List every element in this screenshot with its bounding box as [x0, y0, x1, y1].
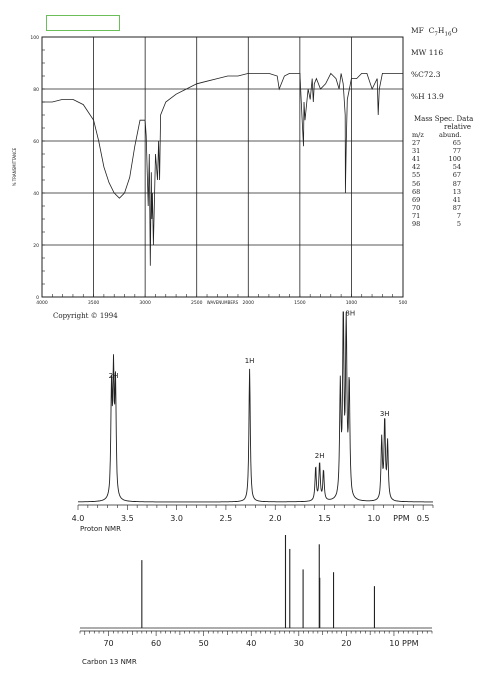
cnmr-xtick-label: 10 PPM — [389, 639, 418, 648]
hnmr-integration-label: 2H — [109, 372, 119, 380]
ir-xtick-label: 3000 — [139, 300, 151, 306]
ir-xtick-label: 4000 — [36, 300, 48, 306]
abund-value: 13 — [452, 187, 461, 196]
abund-value: 77 — [452, 147, 461, 156]
cnmr-xtick-label: 30 — [294, 639, 304, 648]
ir-copyright: Copyright © 1994 — [53, 312, 118, 320]
mass-spec-row: 68 13 — [412, 188, 461, 196]
title-box — [46, 15, 120, 31]
cnmr-xtick-label: 50 — [199, 639, 209, 648]
hnmr-integration-label: 1H — [245, 357, 255, 365]
proton-nmr-spectrum: 4.0 3.5 3.0 2.5 2.0 1.5 1.0 0.5 PPM Proton NMR 2H 1… — [72, 310, 434, 533]
mz-value: 69 — [412, 195, 421, 204]
ir-ytick-label: 0 — [36, 295, 39, 301]
hnmr-xtick-label: 3.5 — [121, 514, 134, 523]
ir-xtick-label: 2500 — [191, 300, 203, 306]
hnmr-xtick-label: 3.0 — [170, 514, 183, 523]
mass-spec-row: 55 67 — [412, 171, 461, 179]
abund-value: 41 — [452, 195, 461, 204]
hnmr-integration-label: 2H — [315, 452, 325, 460]
hnmr-xlabel: PPM — [393, 514, 410, 523]
hnmr-xtick-label: 1.5 — [318, 514, 331, 523]
ir-xtick-label: 1500 — [294, 300, 306, 306]
mz-value: 31 — [412, 147, 421, 156]
mz-value: 56 — [412, 179, 421, 188]
percent-hydrogen: %H 13.9 — [411, 92, 444, 101]
percent-carbon: %C72.3 — [411, 70, 441, 79]
abund-value: 65 — [452, 139, 461, 148]
hnmr-label: Proton NMR — [80, 525, 121, 533]
hnmr-trace — [78, 311, 433, 503]
mz-value: 70 — [412, 203, 421, 212]
mz-header: m/z — [412, 131, 424, 139]
ir-xtick-label: 1000 — [346, 300, 358, 306]
carbon-nmr-spectrum: 70 60 50 40 30 20 10 PPM Carbon 13 NMR — [79, 535, 433, 666]
ir-ytick-label: 100 — [30, 35, 39, 41]
mass-spec-row: 27 65 — [412, 139, 461, 147]
mz-value: 68 — [412, 187, 421, 196]
hnmr-xtick-label: 0.5 — [417, 514, 430, 523]
mz-value: 98 — [412, 220, 421, 229]
ir-ytick-label: 60 — [33, 139, 39, 145]
ir-ylabel: % TRANSMITTANCE — [12, 147, 17, 186]
ir-spectrum: 4000 3500 3000 2500 2000 1500 1000 500 0 20 40 60 80… — [12, 35, 407, 320]
mz-value: 42 — [412, 163, 421, 172]
abund-value: 54 — [452, 163, 461, 172]
molecular-weight: MW 116 — [411, 48, 444, 57]
abund-value: 87 — [452, 203, 461, 212]
hnmr-xtick-label: 1.0 — [367, 514, 380, 523]
mass-spec-row: 98 5 — [412, 220, 461, 228]
cnmr-xtick-label: 70 — [103, 639, 113, 648]
hnmr-integration-label: 3H — [380, 410, 390, 418]
ir-ytick-label: 80 — [33, 87, 39, 93]
mass-spec-title: Mass Spec. Data — [414, 115, 474, 123]
abund-value: 5 — [456, 220, 461, 229]
abund-value: 7 — [456, 211, 461, 220]
mass-spec-row: 42 54 — [412, 163, 461, 171]
mf-formula: C7H16O — [428, 26, 458, 38]
mass-spec-row: 56 87 — [412, 180, 461, 188]
ir-xlabel: WAVENUMBERS — [207, 300, 239, 305]
ir-ytick-label: 40 — [33, 191, 39, 197]
hnmr-xtick-label: 2.5 — [220, 514, 233, 523]
ir-xtick-label: 3500 — [88, 300, 100, 306]
molecular-formula: MF C7H16O — [411, 27, 458, 38]
mf-label: MF — [411, 26, 424, 35]
mz-value: 41 — [412, 155, 421, 164]
abund-value: 87 — [452, 179, 461, 188]
ir-xtick-label: 500 — [399, 300, 408, 306]
mass-spec-row: 70 87 — [412, 204, 461, 212]
mass-spec-relative: relative — [444, 123, 472, 131]
cnmr-label: Carbon 13 NMR — [82, 658, 137, 666]
hnmr-xtick-label: 4.0 — [72, 514, 85, 523]
cnmr-xtick-label: 60 — [151, 639, 161, 648]
mz-value: 55 — [412, 171, 421, 180]
mass-spec-row: 71 7 — [412, 212, 461, 220]
abund-value: 100 — [448, 155, 461, 164]
mass-spec-row: 31 77 — [412, 147, 461, 155]
ir-xtick-label: 2000 — [243, 300, 255, 306]
abund-value: 67 — [452, 171, 461, 180]
ir-trace — [42, 72, 403, 266]
ir-frame — [41, 36, 404, 298]
mass-spec-row: 69 41 — [412, 196, 461, 204]
mass-spec-row: 41 100 — [412, 155, 461, 163]
hnmr-integration-label: 8H — [345, 310, 355, 318]
cnmr-xtick-label: 20 — [341, 639, 351, 648]
abund-header: abund. — [439, 131, 462, 139]
mass-spec-table: m/z abund. 27 65 31 77 41 100 42 54 55 67 56 87 68 13 6… — [412, 131, 462, 228]
hnmr-xtick-label: 2.0 — [269, 514, 282, 523]
mass-spec-header: m/z abund. — [412, 131, 462, 139]
ir-ytick-label: 20 — [33, 243, 39, 249]
mz-value: 27 — [412, 139, 421, 148]
mz-value: 71 — [412, 211, 421, 220]
cnmr-xtick-label: 40 — [246, 639, 256, 648]
